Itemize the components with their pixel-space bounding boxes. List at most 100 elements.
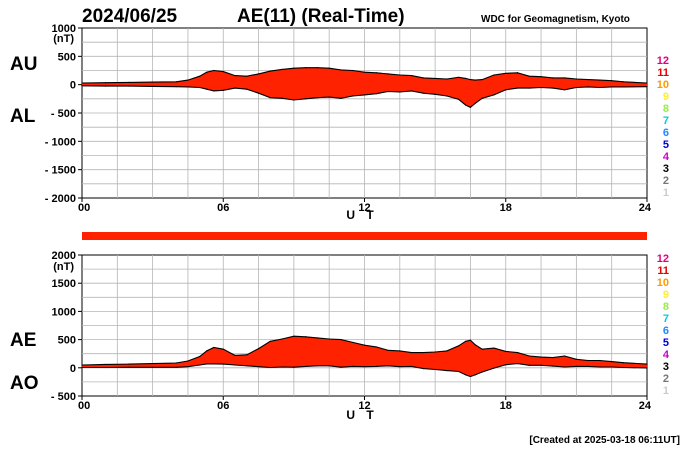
top-al-point: [305, 98, 307, 100]
bottom-ae-point: [611, 360, 613, 363]
top-al-point: [187, 86, 189, 88]
top-al-point: [474, 102, 476, 104]
bottom-series: [81, 335, 648, 378]
top-au-point: [575, 78, 577, 80]
top-panel: 1000 500 0 - 500 - 1000 - 1500 - 2000 00 06 12 18…: [10, 23, 652, 222]
top-al-point: [175, 86, 177, 88]
top-au-point: [646, 82, 648, 84]
bottom-x-tick-label: 24: [639, 400, 652, 412]
top-legend-count-9: 9: [663, 91, 669, 103]
created-timestamp: [Created at 2025-03-18 06:11UT]: [529, 435, 680, 446]
top-al-point: [234, 87, 236, 89]
bottom-ae-point: [599, 359, 601, 362]
bottom-legend-count-7: 7: [663, 313, 669, 325]
top-au-point: [505, 72, 507, 74]
bottom-ae-point: [434, 351, 436, 353]
bottom-ao-point: [434, 368, 436, 371]
top-legend-count-2: 2: [663, 175, 669, 187]
bottom-x-tick-label: 00: [78, 400, 90, 412]
top-y-tick-label: - 1000: [45, 136, 76, 148]
top-au-point: [387, 73, 389, 75]
bottom-ao-point: [622, 366, 625, 369]
top-legend-count-8: 8: [663, 103, 669, 115]
bottom-ao-point: [213, 363, 215, 365]
top-x-tick-label: 12: [358, 202, 370, 214]
top-al-point: [611, 86, 613, 88]
top-au-point: [622, 81, 625, 83]
top-x-tick-label: 18: [500, 202, 512, 214]
bottom-ao-point: [481, 371, 483, 373]
top-al-point: [493, 94, 495, 96]
top-al-point: [257, 92, 260, 94]
top-al-point: [434, 93, 436, 95]
bottom-ao-point: [128, 366, 130, 368]
top-legend-count-12: 12: [657, 55, 669, 67]
top-au-point: [540, 76, 542, 78]
top-al-point: [199, 86, 201, 89]
top-x-tick-label: 00: [78, 202, 90, 214]
bottom-ao-point: [375, 365, 377, 367]
bottom-legend-count-9: 9: [663, 289, 669, 301]
bottom-ao-point: [199, 364, 201, 366]
bottom-y-unit: (nT): [53, 261, 74, 273]
top-al-point: [516, 87, 519, 89]
bottom-ae-point: [387, 349, 389, 351]
top-y-tick-label: - 500: [51, 108, 76, 120]
bottom-ae-point: [516, 351, 519, 354]
top-al-point: [481, 97, 483, 99]
bottom-ao-point: [493, 367, 495, 369]
bottom-y-tick-label: 500: [58, 335, 76, 347]
bottom-panel: 2000 1500 1000 500 0 - 500 00 06 12 18 24 (nT) AE…: [10, 250, 652, 422]
top-au-point: [152, 81, 154, 83]
top-au-point: [187, 79, 189, 81]
top-x-tick-label: 24: [639, 202, 652, 214]
top-au-point: [410, 75, 413, 77]
bottom-y-tick-label: 0: [70, 363, 76, 375]
bottom-ao-point: [446, 370, 448, 372]
bottom-ao-point: [187, 366, 189, 368]
top-x-axis-label: U T: [346, 208, 377, 222]
bottom-ae-point: [564, 355, 566, 357]
bottom-ao-point: [340, 366, 342, 368]
bottom-ae-point: [474, 344, 476, 346]
bottom-ae-point: [81, 364, 83, 366]
bottom-ae-point: [199, 355, 201, 358]
top-al-point: [269, 97, 271, 99]
top-au-point: [328, 67, 330, 69]
top-al-point: [552, 87, 554, 89]
top-au-point: [352, 69, 354, 72]
top-al-point: [363, 94, 366, 96]
bottom-ae-point: [305, 336, 307, 338]
top-legend-count-11: 11: [657, 67, 669, 79]
top-al-point: [465, 104, 467, 106]
top-legend-count-10: 10: [657, 79, 669, 91]
bottom-ae-point: [552, 357, 554, 359]
top-al-point: [564, 89, 566, 91]
top-au-point: [375, 72, 377, 74]
separator-bar: [82, 232, 647, 240]
bottom-x-axis-label: U T: [346, 408, 377, 422]
top-au-point: [516, 72, 519, 74]
bottom-ae-point: [587, 359, 589, 362]
bottom-ao-point: [257, 366, 260, 368]
bottom-ae-point: [575, 358, 577, 360]
bottom-ae-point: [213, 346, 215, 349]
top-au-point: [465, 77, 467, 80]
bottom-ao-point: [305, 365, 307, 367]
top-au-point: [340, 69, 342, 71]
top-y-tick-label: 0: [70, 80, 76, 92]
bottom-legend-count-6: 6: [663, 325, 669, 337]
bottom-ao-point: [505, 364, 507, 366]
top-legend-count-5: 5: [663, 139, 669, 151]
bottom-legend-count-11: 11: [657, 265, 669, 277]
top-au-point: [474, 79, 476, 81]
bottom-ae-point: [493, 347, 495, 349]
top-au-point: [199, 75, 201, 77]
bottom-ao-point: [516, 362, 519, 365]
top-al-point: [469, 106, 472, 108]
top-al-point: [528, 87, 530, 89]
top-grid: [82, 28, 647, 198]
